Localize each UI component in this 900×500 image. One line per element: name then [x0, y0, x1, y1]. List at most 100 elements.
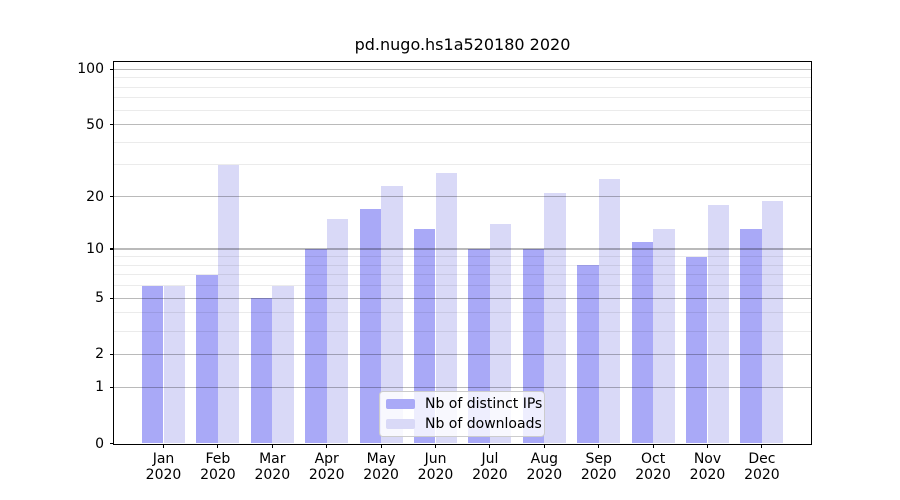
x-tick-label-jan: Jan 2020: [136, 451, 192, 483]
legend-entry-distinct-ips: Nb of distinct IPs: [380, 394, 544, 414]
x-tick-jun: [434, 443, 437, 448]
x-tick-sep: [598, 443, 600, 448]
x-tick-label-line: 2020: [200, 467, 236, 483]
y-tick-label-0: 0: [95, 435, 104, 452]
y-tick-50: [110, 123, 114, 126]
bar-nb-of-downloads-oct: [653, 229, 675, 444]
minor-gridline-70: [114, 97, 811, 99]
minor-gridline-8: [114, 264, 811, 266]
bar-nb-of-distinct-ips-feb: [196, 274, 218, 444]
x-tick-label-line: 2020: [472, 467, 508, 483]
y-tick-label-50: 50: [86, 116, 104, 133]
minor-gridline-60: [114, 109, 811, 111]
major-gridline-100: [114, 68, 811, 70]
bar-nb-of-downloads-nov: [707, 204, 730, 444]
x-tick-label-may: May 2020: [353, 451, 409, 483]
x-tick-jul: [489, 443, 491, 448]
bar-nb-of-distinct-ips-jun: [413, 229, 436, 444]
x-tick-label-sep: Sep 2020: [571, 451, 627, 483]
x-tick-label-line: Sep: [585, 451, 612, 467]
minor-gridline-80: [114, 86, 811, 88]
x-tick-mar: [271, 443, 273, 448]
y-tick-20: [110, 195, 114, 198]
y-tick-label-100: 100: [77, 61, 104, 78]
x-tick-label-line: 2020: [526, 467, 563, 483]
x-tick-label-line: Dec: [748, 451, 776, 467]
y-tick-1: [110, 386, 114, 388]
x-tick-label-aug: Aug 2020: [516, 451, 572, 483]
x-tick-label-line: 2020: [635, 467, 671, 483]
bar-nb-of-downloads-feb: [217, 164, 240, 444]
y-tick-label-1: 1: [95, 379, 104, 396]
x-tick-label-line: Mar: [259, 451, 286, 467]
minor-gridline-90: [114, 77, 811, 79]
legend-label-downloads: Nb of downloads: [425, 416, 542, 432]
x-tick-label-line: Jan: [152, 451, 175, 467]
x-tick-label-line: 2020: [363, 467, 399, 483]
major-gridline-5: [114, 297, 811, 299]
bar-nb-of-downloads-may: [381, 185, 403, 444]
y-tick-label-20: 20: [86, 188, 104, 205]
major-gridline-20: [114, 195, 811, 198]
minor-gridline-40: [114, 141, 811, 143]
legend-entry-downloads: Nb of downloads: [380, 414, 544, 434]
x-tick-label-line: 2020: [744, 467, 780, 483]
x-tick-label-jul: Jul 2020: [462, 451, 518, 483]
x-tick-label-nov: Nov 2020: [680, 451, 736, 483]
x-tick-label-line: 2020: [254, 467, 291, 483]
x-tick-dec: [761, 443, 763, 448]
bar-nb-of-downloads-aug: [544, 192, 566, 444]
bar-nb-of-distinct-ips-may: [359, 209, 382, 444]
y-tick-100: [110, 68, 114, 70]
legend-swatch-distinct-ips: [386, 399, 415, 409]
x-tick-feb: [217, 443, 219, 448]
major-gridline-10: [114, 248, 811, 250]
x-tick-label-line: Jul: [481, 451, 499, 467]
x-tick-label-line: 2020: [308, 467, 345, 483]
minor-gridline-4: [114, 312, 811, 314]
x-tick-label-line: 2020: [580, 467, 617, 483]
bar-nb-of-distinct-ips-oct: [631, 241, 654, 444]
y-tick-5: [110, 297, 114, 299]
x-tick-label-line: Jun: [424, 451, 447, 467]
bar-nb-of-downloads-jul: [489, 223, 512, 444]
y-tick-0: [110, 442, 114, 445]
x-tick-label-feb: Feb 2020: [190, 451, 246, 483]
x-tick-may: [380, 443, 382, 448]
legend: Nb of distinct IPs Nb of downloads: [379, 391, 545, 437]
major-gridline-2: [114, 353, 811, 355]
x-tick-label-oct: Oct 2020: [625, 451, 681, 483]
bar-nb-of-distinct-ips-jan: [141, 285, 164, 444]
x-tick-label-line: 2020: [417, 467, 454, 483]
x-tick-label-jun: Jun 2020: [408, 451, 464, 483]
y-tick-label-2: 2: [95, 346, 104, 363]
y-tick-2: [110, 353, 114, 355]
bar-nb-of-distinct-ips-mar: [250, 298, 273, 444]
x-tick-label-line: 2020: [689, 467, 726, 483]
minor-gridline-3: [114, 330, 811, 332]
x-tick-jan: [162, 443, 165, 448]
y-tick-10: [110, 248, 114, 250]
bar-nb-of-downloads-dec: [761, 200, 784, 444]
x-tick-label-dec: Dec 2020: [734, 451, 790, 483]
major-gridline-50: [114, 123, 811, 126]
minor-gridline-30: [114, 164, 811, 166]
minor-gridline-9: [114, 256, 811, 258]
x-tick-label-line: Aug: [530, 451, 558, 467]
x-tick-label-line: 2020: [145, 467, 182, 483]
x-tick-apr: [326, 443, 328, 448]
x-tick-label-line: Apr: [314, 451, 339, 467]
x-tick-label-line: Feb: [205, 451, 231, 467]
chart-title: pd.nugo.hs1a520180 2020: [354, 35, 571, 54]
bar-nb-of-downloads-sep: [598, 179, 621, 444]
bar-nb-of-distinct-ips-sep: [577, 265, 599, 444]
bar-nb-of-downloads-jan: [163, 285, 186, 444]
bar-nb-of-downloads-apr: [326, 218, 349, 444]
legend-label-distinct-ips: Nb of distinct IPs: [425, 396, 543, 412]
bar-nb-of-distinct-ips-nov: [685, 256, 708, 444]
y-tick-label-10: 10: [86, 241, 104, 257]
bar-nb-of-distinct-ips-dec: [740, 229, 762, 444]
major-gridline-1: [114, 386, 811, 388]
x-tick-label-mar: Mar 2020: [244, 451, 300, 483]
